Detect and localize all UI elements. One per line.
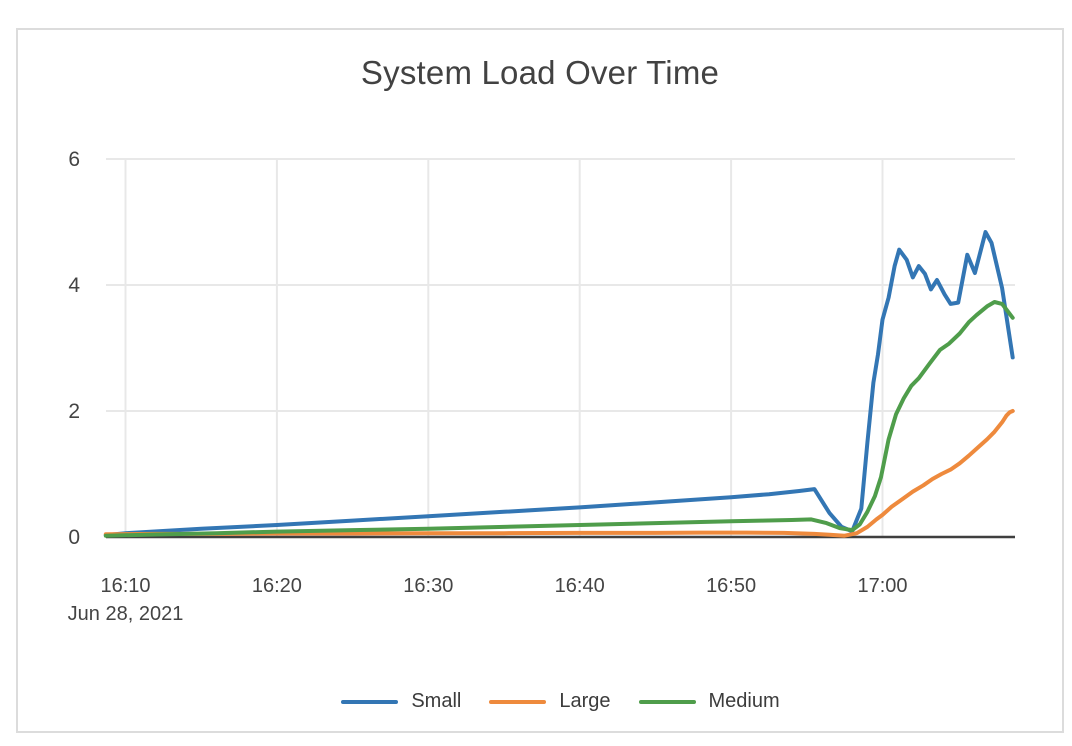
legend-item-small[interactable]: Small bbox=[341, 690, 461, 713]
legend-label-small: Small bbox=[411, 690, 462, 712]
x-tick-label: 16:20 bbox=[252, 575, 302, 597]
legend-item-large[interactable]: Large bbox=[489, 690, 611, 713]
series-line-small bbox=[103, 230, 1015, 538]
medium-series-swatch bbox=[638, 699, 696, 704]
legend-label-large: Large bbox=[559, 690, 611, 712]
large-series-swatch bbox=[489, 699, 547, 704]
series-line-large bbox=[103, 409, 1015, 538]
series-line-medium bbox=[103, 300, 1015, 538]
legend-label-medium: Medium bbox=[708, 690, 780, 712]
y-tick-label: 0 bbox=[68, 526, 80, 549]
x-tick-label: 16:50 bbox=[706, 575, 756, 597]
x-tick-label: 16:10 bbox=[100, 575, 150, 597]
y-tick-label: 2 bbox=[68, 400, 80, 423]
y-tick-label: 4 bbox=[68, 274, 80, 297]
x-tick-label: 16:30 bbox=[403, 575, 453, 597]
chart-title: System Load Over Time bbox=[360, 54, 720, 91]
y-tick-label: 6 bbox=[68, 148, 80, 171]
x-axis-date-label: Jun 28, 2021 bbox=[68, 603, 184, 625]
chart-legend: Small Large Medium bbox=[106, 690, 1015, 713]
x-tick-label: 16:40 bbox=[555, 575, 605, 597]
chart-card: System Load Over Time 16:10 16:20 16:30 16:… bbox=[16, 28, 1064, 733]
line-chart-plot-area[interactable]: 16:10 16:20 16:30 16:40 16:50 17:00 Jun 28, 20… bbox=[18, 30, 1062, 650]
legend-item-medium[interactable]: Medium bbox=[638, 690, 780, 713]
small-series-swatch bbox=[341, 699, 399, 704]
x-tick-label: 17:00 bbox=[857, 575, 907, 597]
